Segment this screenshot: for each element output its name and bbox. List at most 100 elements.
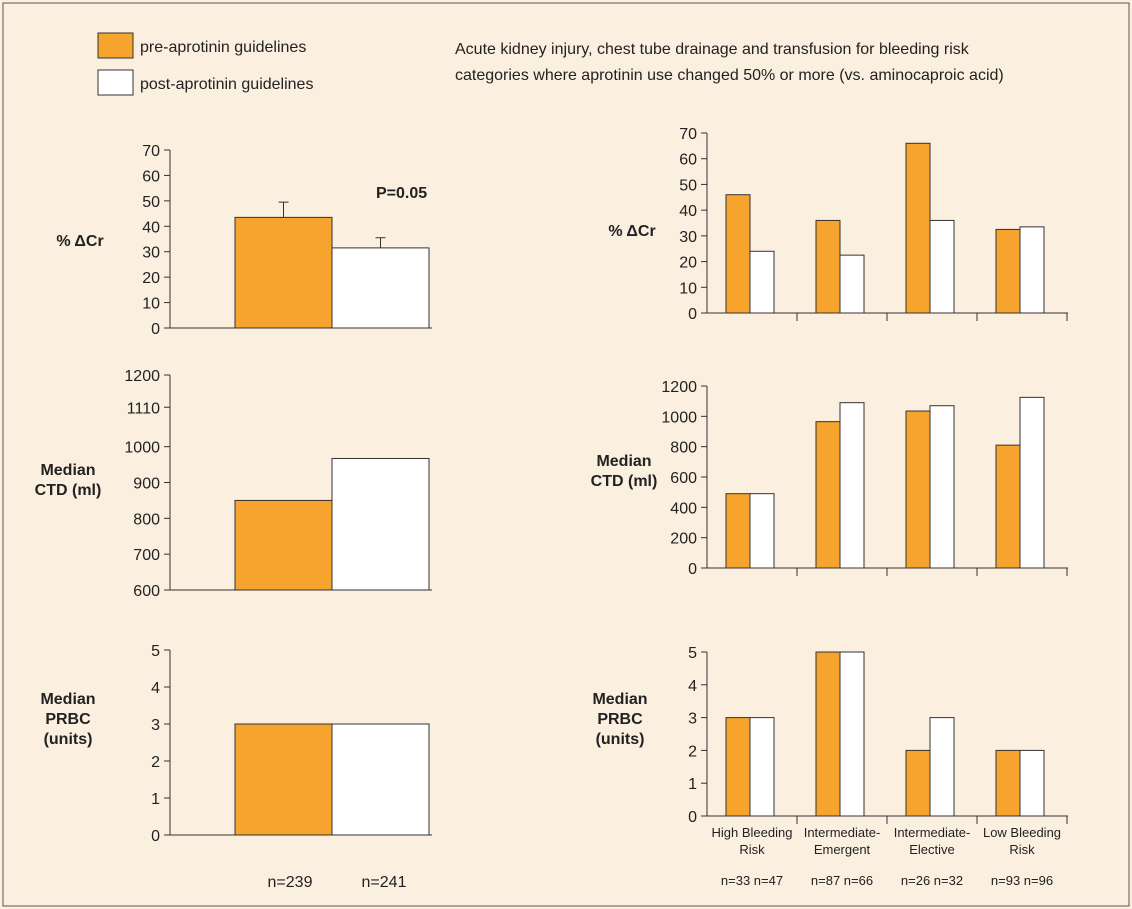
y-tick-label: 800 [133, 511, 160, 528]
bar-post [839, 651, 865, 817]
y-tick-label: 5 [688, 645, 697, 662]
header-line-1: Acute kidney injury, chest tube drainage… [455, 41, 970, 58]
y-tick-label: 50 [142, 194, 160, 211]
x-category-label: Elective [909, 842, 955, 857]
legend-label-pre: pre-aprotinin guidelines [140, 39, 306, 56]
y-tick-label: 600 [670, 470, 697, 487]
header-text: Acute kidney injury, chest tube drainage… [455, 41, 1004, 84]
sample-size-pre: n=239 [268, 874, 313, 891]
x-category-label: High Bleeding [712, 825, 793, 840]
y-tick-label: 30 [142, 245, 160, 262]
y-tick-label: 600 [133, 583, 160, 600]
legend-swatch-post [97, 69, 134, 96]
bar-pre [725, 194, 751, 314]
y-axis-label: (units) [596, 731, 645, 748]
y-tick-label: 1 [151, 791, 160, 808]
bar-pre [234, 723, 333, 836]
y-tick-label: 2 [688, 743, 697, 760]
y-axis-label: % ΔCr [56, 233, 103, 250]
y-tick-label: 60 [679, 152, 697, 169]
y-tick-label: 4 [688, 678, 697, 695]
x-category-sample-size: n=33 n=47 [721, 873, 783, 888]
y-tick-label: 200 [670, 531, 697, 548]
chart-left-top: 0 10 20 30 40 50 60 70 % ΔCr P=0.05 [56, 143, 432, 338]
header-line-2: categories where aprotinin use changed 5… [455, 67, 1004, 84]
y-tick-label: 10 [679, 280, 697, 297]
bar-post [1019, 226, 1045, 314]
x-category-sample-size: n=87 n=66 [811, 873, 873, 888]
y-axis-label: Median [592, 691, 647, 708]
bar-post [929, 717, 955, 817]
y-tick-label: 1200 [661, 379, 697, 396]
x-category-label: Emergent [814, 842, 871, 857]
p-value-annotation: P=0.05 [376, 185, 427, 202]
bar-pre [815, 651, 841, 817]
x-category-label: Risk [1009, 842, 1035, 857]
y-tick-label: 40 [142, 219, 160, 236]
bar-post [331, 457, 430, 591]
x-category-label: Intermediate- [804, 825, 881, 840]
bar-post [929, 405, 955, 569]
y-axis-label: (units) [44, 731, 93, 748]
y-tick-label: 400 [670, 500, 697, 517]
y-tick-label: 2 [151, 754, 160, 771]
y-tick-label: 800 [670, 440, 697, 457]
y-tick-label: 5 [151, 643, 160, 660]
bar-pre [815, 219, 841, 314]
bar-post [749, 493, 775, 569]
bar-post [749, 250, 775, 314]
bar-pre [905, 142, 931, 314]
y-tick-label: 3 [688, 711, 697, 728]
y-tick-label: 30 [679, 229, 697, 246]
bar-post [331, 247, 430, 329]
y-axis-label: Median [596, 453, 651, 470]
x-category-label: Risk [739, 842, 765, 857]
bar-pre [995, 749, 1021, 817]
y-tick-label: 20 [142, 270, 160, 287]
legend-swatch-pre [97, 32, 134, 59]
bar-post [1019, 396, 1045, 569]
left-sample-sizes: n=239 n=241 [268, 874, 407, 891]
bar-pre [234, 216, 333, 329]
bar-post [929, 219, 955, 314]
bar-pre [815, 421, 841, 569]
y-tick-label: 1000 [124, 440, 160, 457]
y-tick-label: 70 [679, 126, 697, 143]
bar-pre [905, 749, 931, 817]
y-tick-label: 0 [688, 306, 697, 323]
bar-pre [905, 410, 931, 569]
y-tick-label: 10 [142, 296, 160, 313]
y-axis-label: CTD (ml) [591, 473, 658, 490]
y-tick-label: 0 [151, 321, 160, 338]
chart-right-top: 0 10 20 30 40 50 60 70 % ΔCr [608, 126, 1068, 323]
y-axis-label: PRBC [597, 711, 643, 728]
y-axis-label: % ΔCr [608, 223, 655, 240]
x-category-label: Low Bleeding [983, 825, 1061, 840]
y-tick-label: 4 [151, 680, 160, 697]
y-axis-label: PRBC [45, 711, 91, 728]
bar-pre [995, 444, 1021, 569]
y-tick-label: 0 [688, 809, 697, 826]
chart-left-middle: 600 700 800 900 1000 1110 1200 Median CTD (ml) [35, 368, 432, 600]
y-tick-label: 1110 [127, 400, 160, 417]
y-tick-label: 1 [688, 776, 697, 793]
y-axis-label: CTD (ml) [35, 482, 102, 499]
legend-label-post: post-aprotinin guidelines [140, 76, 313, 93]
x-category-label: Intermediate- [894, 825, 971, 840]
y-tick-label: 60 [142, 168, 160, 185]
bar-pre [234, 499, 333, 591]
legend: pre-aprotinin guidelines post-aprotinin … [97, 32, 313, 96]
y-tick-label: 70 [142, 143, 160, 160]
y-tick-label: 1000 [661, 409, 697, 426]
bar-post [749, 717, 775, 817]
y-tick-label: 40 [679, 203, 697, 220]
bar-post [1019, 749, 1045, 817]
y-tick-label: 3 [151, 717, 160, 734]
x-category-sample-size: n=26 n=32 [901, 873, 963, 888]
bar-post [331, 723, 430, 836]
chart-left-bottom: 0 1 2 3 4 5 Median PRBC (units) [40, 643, 432, 845]
bar-post [839, 254, 865, 314]
